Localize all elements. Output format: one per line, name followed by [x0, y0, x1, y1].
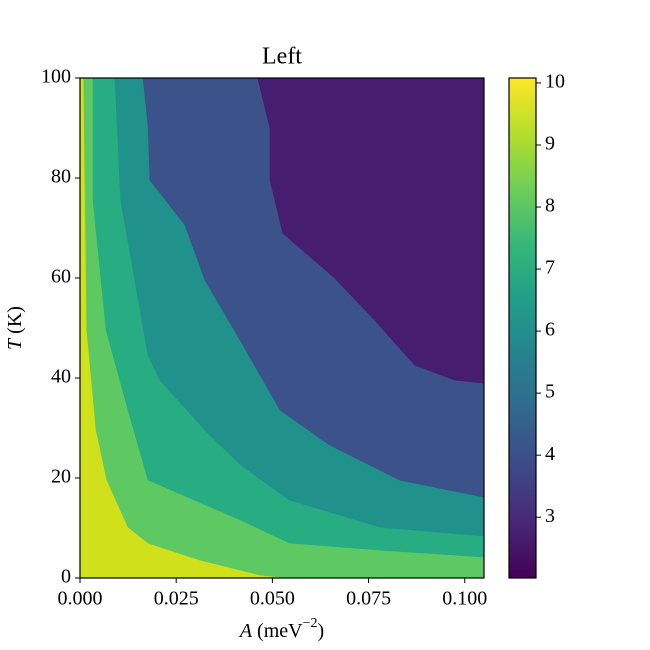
- y-label-unit: (K): [4, 306, 26, 339]
- x-label-unit: (meV: [252, 620, 303, 642]
- y-label-var: T: [4, 337, 26, 350]
- x-tick-label: 0.000: [58, 588, 103, 610]
- x-axis-label: A (meV−2): [238, 616, 324, 641]
- x-tick-label: 0.075: [346, 588, 391, 610]
- x-label-close: ): [318, 620, 325, 642]
- y-tick-label: 0: [61, 566, 71, 588]
- colorbar-tick-label: 9: [545, 133, 555, 155]
- colorbar-tick-label: 3: [545, 505, 555, 527]
- plot-frame: [79, 77, 485, 579]
- x-tick-label: 0.100: [442, 588, 487, 610]
- colorbar-tick-label: 7: [545, 257, 555, 279]
- x-tick-label: 0.025: [154, 588, 199, 610]
- colorbar-tick-label: 6: [545, 319, 555, 341]
- colorbar-tick-label: 10: [545, 71, 565, 93]
- colorbar-tick-label: 4: [545, 443, 555, 465]
- x-label-exp: −2: [303, 616, 318, 631]
- colorbar-tick-label: 5: [545, 381, 555, 403]
- y-tick-label: 40: [51, 366, 71, 388]
- colorbar-tick-label: 8: [545, 195, 555, 217]
- x-label-var: A: [238, 620, 253, 642]
- y-axis-label: T (K): [4, 306, 26, 350]
- y-tick-label: 20: [51, 466, 71, 488]
- colorbar: [508, 77, 537, 579]
- chart-title: Left: [262, 44, 302, 70]
- y-tick-label: 60: [51, 266, 71, 288]
- x-tick-label: 0.050: [250, 588, 295, 610]
- y-tick-label: 100: [41, 66, 71, 88]
- y-tick-label: 80: [51, 166, 71, 188]
